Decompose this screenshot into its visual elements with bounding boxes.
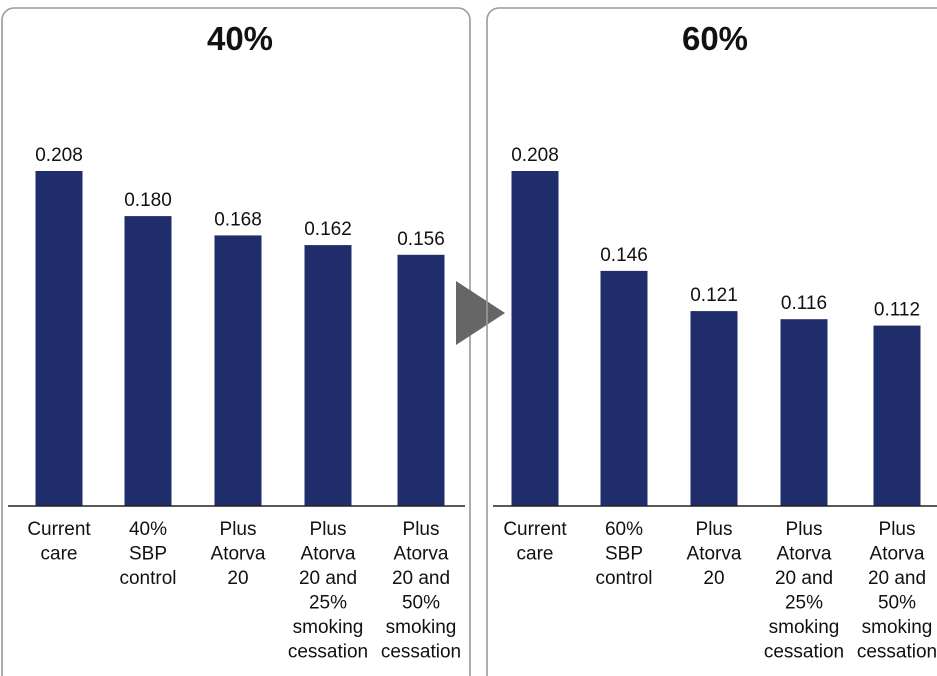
panel-40: 40% 0.208 0.180 0.168 0.162 0.156 Current car… xyxy=(1,7,471,676)
bar xyxy=(690,311,738,506)
category-label-line: 20 xyxy=(703,568,724,589)
bar-value-label: 0.156 xyxy=(397,229,445,250)
category-label-line: Atorva xyxy=(301,544,356,565)
category-label: Plus Atorva 20 and 50% smoking cessation xyxy=(857,519,937,663)
category-label: Plus Atorva 20 and 25% smoking cessation xyxy=(764,519,844,663)
category-label-line: 50% xyxy=(878,593,916,614)
category-label: Current care xyxy=(503,519,567,565)
category-label-line: cessation xyxy=(288,642,368,663)
category-label-line: cessation xyxy=(764,642,844,663)
category-label-line: cessation xyxy=(381,642,461,663)
bar-value-label: 0.208 xyxy=(511,145,559,166)
category-label: 40% SBP control xyxy=(119,519,176,589)
category-label: Plus Atorva 20 xyxy=(211,519,266,589)
category-label-line: Plus xyxy=(786,519,823,540)
category-label-line: smoking xyxy=(769,617,840,638)
category-label-line: 20 and xyxy=(299,568,357,589)
bar xyxy=(873,325,921,506)
bar xyxy=(304,245,352,506)
category-label-line: Current xyxy=(27,519,91,540)
bar-value-label: 0.180 xyxy=(124,190,172,211)
category-label-line: Plus xyxy=(696,519,733,540)
panel-40-frame xyxy=(1,7,471,676)
category-label-line: Atorva xyxy=(777,544,832,565)
category-label: 60% SBP control xyxy=(595,519,652,589)
bar-value-label: 0.146 xyxy=(600,245,648,266)
category-label-line: control xyxy=(595,568,652,589)
panel-60-frame xyxy=(486,7,937,676)
category-label-line: 25% xyxy=(785,593,823,614)
category-label-line: 60% xyxy=(605,519,643,540)
category-label-line: SBP xyxy=(129,544,167,565)
category-label-line: cessation xyxy=(857,642,937,663)
category-label-line: 40% xyxy=(129,519,167,540)
category-label-line: care xyxy=(41,544,78,565)
category-label-line: 50% xyxy=(402,593,440,614)
bar xyxy=(397,254,445,507)
panel-40-value-labels: 0.208 0.180 0.168 0.162 0.156 xyxy=(35,145,445,250)
panel-60-value-labels: 0.208 0.146 0.121 0.116 0.112 xyxy=(511,145,920,321)
category-label-line: Current xyxy=(503,519,567,540)
category-label-line: Atorva xyxy=(394,544,449,565)
category-label-line: 20 and xyxy=(868,568,926,589)
category-label-line: 20 and xyxy=(392,568,450,589)
panel-60: 60% 0.208 0.146 0.121 0.116 0.112 Current car… xyxy=(486,7,937,676)
category-label: Current care xyxy=(27,519,91,565)
panel-60-title: 60% xyxy=(682,20,748,57)
transition-arrow xyxy=(456,281,505,345)
panel-40-bars xyxy=(35,171,445,507)
category-label: Plus Atorva 20 and 25% smoking cessation xyxy=(288,519,368,663)
category-label: Plus Atorva 20 and 50% smoking cessation xyxy=(381,519,461,663)
bar xyxy=(214,235,262,506)
category-label-line: 20 xyxy=(227,568,248,589)
category-label-line: Atorva xyxy=(687,544,742,565)
category-label-line: Plus xyxy=(220,519,257,540)
category-label-line: Atorva xyxy=(870,544,925,565)
panel-40-title: 40% xyxy=(207,20,273,57)
category-label-line: smoking xyxy=(386,617,457,638)
bar-value-label: 0.121 xyxy=(690,285,738,306)
category-label-line: 25% xyxy=(309,593,347,614)
category-label-line: Plus xyxy=(310,519,347,540)
category-label-line: smoking xyxy=(862,617,933,638)
bar xyxy=(124,216,172,506)
category-label: Plus Atorva 20 xyxy=(687,519,742,589)
category-label-line: care xyxy=(517,544,554,565)
bar-value-label: 0.116 xyxy=(781,293,827,314)
panel-60-bars xyxy=(511,171,921,506)
bar xyxy=(511,171,559,506)
bar xyxy=(600,270,648,506)
category-label-line: control xyxy=(119,568,176,589)
category-label-line: Atorva xyxy=(211,544,266,565)
bar-value-label: 0.162 xyxy=(304,219,352,240)
category-label-line: SBP xyxy=(605,544,643,565)
bar xyxy=(780,319,828,506)
category-label-line: 20 and xyxy=(775,568,833,589)
bar-value-label: 0.112 xyxy=(874,300,920,321)
bar-value-label: 0.168 xyxy=(214,209,262,230)
bar xyxy=(35,171,83,506)
category-label-line: smoking xyxy=(293,617,364,638)
category-label-line: Plus xyxy=(403,519,440,540)
category-label-line: Plus xyxy=(879,519,916,540)
bar-value-label: 0.208 xyxy=(35,145,83,166)
